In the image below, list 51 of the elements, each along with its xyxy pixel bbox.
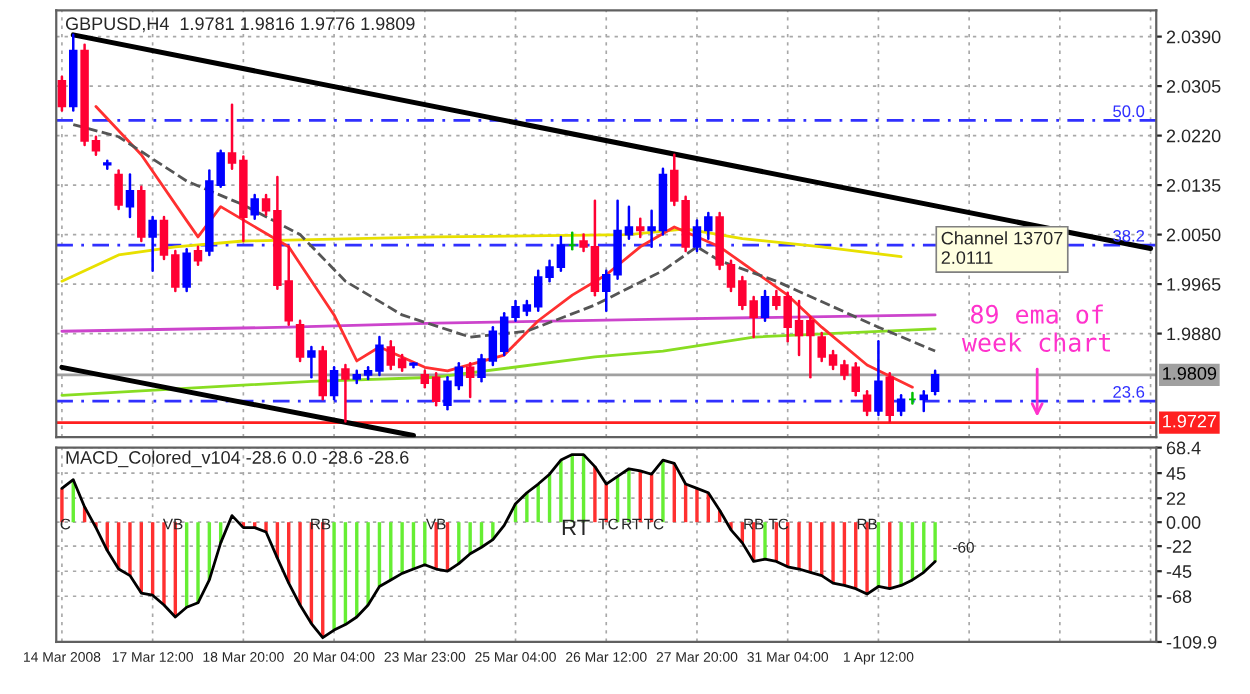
annotation: 38.2 xyxy=(1113,229,1145,242)
y-tick-label: 2.0390 xyxy=(1166,30,1221,44)
y-tick-label: 2.0135 xyxy=(1166,179,1221,192)
candlestick xyxy=(137,185,146,243)
annotation: 89 ema of week chart xyxy=(961,304,1110,352)
line-series xyxy=(71,123,937,353)
y-tick-label: 2.0305 xyxy=(1166,80,1221,93)
annotation: 50.0 xyxy=(1113,105,1145,118)
candlestick xyxy=(930,369,940,396)
y-tick-label: -22 xyxy=(1166,540,1192,553)
candlestick xyxy=(341,363,350,423)
y-tick-label: 2.0220 xyxy=(1166,129,1221,143)
chart-title: GBPUSD,H4 1.9781 1.9816 1.9776 1.9809 xyxy=(65,17,415,33)
candlestick xyxy=(862,389,872,417)
candlestick xyxy=(57,75,67,112)
y-tick-label: 22 xyxy=(1166,492,1186,505)
candlestick xyxy=(318,345,327,401)
candlestick xyxy=(250,193,259,221)
candlestick xyxy=(182,247,191,293)
candlestick xyxy=(148,215,157,272)
candlestick xyxy=(329,366,339,401)
y-tick-label: 2.0050 xyxy=(1166,228,1221,242)
candlestick xyxy=(636,217,645,239)
y-tick-label: 1.9880 xyxy=(1167,327,1221,341)
candlestick xyxy=(465,362,475,399)
ref-line-label: 1.9809 xyxy=(1163,366,1217,380)
candlestick xyxy=(114,169,123,211)
candlestick xyxy=(193,245,203,267)
line-series xyxy=(94,105,914,389)
y-tick-label: -45 xyxy=(1166,565,1192,578)
ref-line-label: 1.9727 xyxy=(1163,414,1217,428)
annotation: Channel 13707 2.0111 xyxy=(941,231,1063,264)
y-tick-label: 45 xyxy=(1166,467,1186,480)
y-tick-label: 0.00 xyxy=(1166,516,1201,529)
line-series xyxy=(60,313,937,333)
y-tick-label: -68 xyxy=(1166,590,1192,604)
candlestick xyxy=(874,339,883,417)
candlestick xyxy=(125,173,135,219)
annotation: 23.6 xyxy=(1113,386,1145,398)
annotation: RT xyxy=(562,519,590,535)
candlestick xyxy=(295,319,305,363)
candlestick xyxy=(307,345,316,379)
candlestick xyxy=(885,371,894,423)
candlestick xyxy=(919,389,929,413)
y-tick-label: 1.9965 xyxy=(1167,278,1221,291)
y-tick-label: -109.9 xyxy=(1166,635,1217,649)
line-series xyxy=(60,453,937,640)
candlestick xyxy=(760,289,770,323)
chart-title: MACD_Colored_v104 -28.6 0.0 -28.6 -28.6 xyxy=(66,450,409,468)
candlestick xyxy=(896,394,906,417)
y-tick-label: 68.4 xyxy=(1166,441,1201,455)
